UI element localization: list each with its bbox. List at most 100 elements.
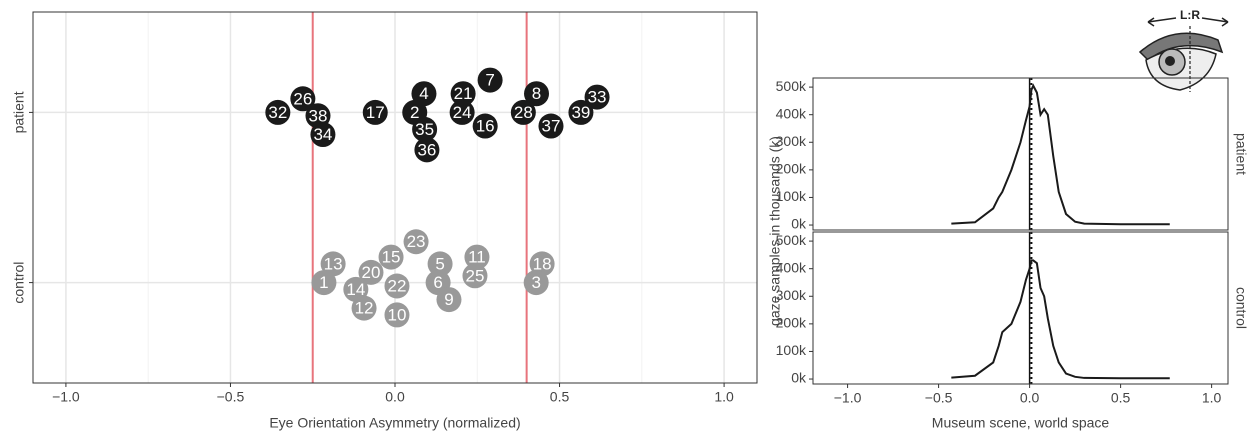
point-label: 17 — [366, 103, 385, 122]
facet-label: patient — [1233, 133, 1249, 175]
point-label: 20 — [362, 263, 381, 282]
point — [311, 270, 337, 296]
point-label: 13 — [324, 254, 343, 273]
point — [412, 116, 438, 142]
point-label: 16 — [476, 117, 495, 136]
panel-border — [812, 231, 1229, 385]
y-tick-label: 100k — [776, 342, 807, 358]
point-label: 24 — [453, 103, 472, 122]
y-tick-label: 400k — [776, 105, 807, 121]
x-axis-label: Museum scene, world space — [932, 415, 1110, 431]
x-tick-label: 0.0 — [385, 389, 405, 405]
x-tick-label: 0.0 — [1020, 390, 1040, 406]
x-tick-label: −1.0 — [52, 389, 80, 405]
point-label: 2 — [410, 103, 419, 122]
point-label: 22 — [388, 276, 407, 295]
x-tick-label: 0.5 — [550, 389, 570, 405]
x-tick-label: 1.0 — [1202, 390, 1222, 406]
point-label: 21 — [454, 84, 473, 103]
point — [584, 84, 610, 110]
y-axis-label: gaze samples in thousands (k) — [767, 136, 783, 326]
point-label: 15 — [382, 248, 401, 267]
eye-icon: L:R — [1138, 8, 1229, 92]
point — [450, 81, 476, 107]
x-tick-label: 0.5 — [1111, 390, 1131, 406]
y-tick-label: 500k — [776, 232, 807, 248]
y-tick-label: 0k — [791, 370, 807, 386]
point-label: 10 — [388, 305, 407, 324]
panel-border — [812, 77, 1229, 231]
point-label: 18 — [533, 254, 552, 273]
point-label: 38 — [309, 106, 328, 125]
point-label: 1 — [319, 273, 328, 292]
point-label: 23 — [407, 232, 426, 251]
point-label: 4 — [419, 84, 428, 103]
x-tick-label: −0.5 — [925, 390, 953, 406]
point — [290, 86, 316, 112]
point — [411, 81, 437, 107]
point-label: 28 — [514, 103, 533, 122]
point — [462, 263, 488, 289]
point-label: 5 — [435, 254, 444, 273]
x-tick-label: −1.0 — [834, 390, 862, 406]
point — [464, 244, 490, 270]
point — [305, 103, 331, 129]
point — [568, 99, 594, 125]
icon-label: L:R — [1180, 8, 1200, 22]
point-label: 7 — [485, 71, 494, 90]
point-label: 32 — [268, 103, 287, 122]
point — [343, 276, 369, 302]
y-tick-label: 100k — [776, 188, 807, 204]
y-tick-label: 300k — [776, 287, 807, 303]
point — [403, 229, 429, 255]
y-tick-label: control — [11, 262, 27, 304]
y-tick-label: 400k — [776, 259, 807, 275]
density-line — [951, 259, 1170, 380]
point-label: 34 — [313, 125, 332, 144]
point — [523, 270, 549, 296]
point — [510, 99, 536, 125]
point-label: 8 — [532, 84, 541, 103]
y-tick-label: 300k — [776, 133, 807, 149]
point-label: 35 — [415, 120, 434, 139]
point — [427, 251, 453, 277]
y-tick-label: 200k — [776, 315, 807, 331]
point-label: 9 — [444, 290, 453, 309]
point — [414, 137, 440, 163]
point — [358, 259, 384, 285]
point — [472, 113, 498, 139]
point — [384, 302, 410, 328]
point — [538, 113, 564, 139]
x-tick-label: −0.5 — [217, 389, 245, 405]
x-axis-label: Eye Orientation Asymmetry (normalized) — [269, 415, 520, 431]
plot-border — [32, 11, 758, 384]
facet-label: control — [1233, 287, 1249, 329]
point — [524, 81, 550, 107]
point — [378, 244, 404, 270]
point-label: 33 — [588, 88, 607, 107]
point-label: 36 — [417, 140, 436, 159]
y-tick-label: patient — [11, 91, 27, 133]
point — [320, 251, 346, 277]
point — [436, 287, 462, 313]
point — [384, 273, 410, 299]
point-label: 11 — [468, 248, 486, 267]
point-label: 3 — [531, 273, 540, 292]
point-label: 12 — [355, 299, 374, 318]
point — [477, 67, 503, 93]
point-label: 6 — [433, 273, 442, 292]
point-label: 26 — [293, 89, 312, 108]
y-tick-label: 0k — [791, 216, 807, 232]
density-line — [951, 83, 1170, 226]
y-tick-label: 200k — [776, 161, 807, 177]
point-label: 37 — [542, 117, 561, 136]
point-label: 25 — [466, 266, 485, 285]
point — [362, 99, 388, 125]
point — [351, 295, 377, 321]
y-tick-label: 500k — [776, 78, 807, 94]
point — [265, 99, 291, 125]
point-label: 39 — [571, 103, 590, 122]
point — [449, 99, 475, 125]
point-label: 14 — [346, 280, 365, 299]
